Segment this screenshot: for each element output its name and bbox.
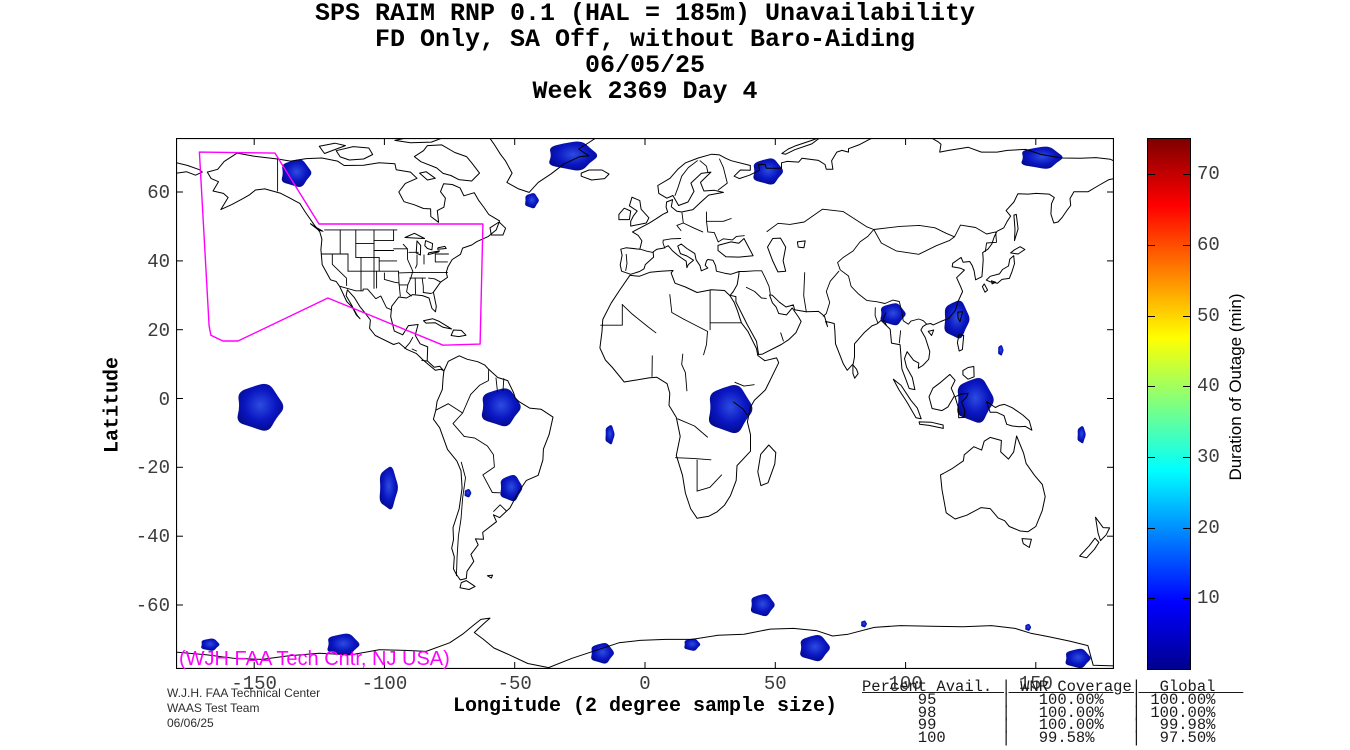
credit-line-1: W.J.H. FAA Technical Center [167,686,321,700]
outage-region-antarctic-atlantic [591,642,614,664]
title-line-3: 06/05/25 [584,51,706,80]
credit-block: W.J.H. FAA Technical Center WAAS Test Te… [167,686,320,731]
colorbar-tick-mark [1148,386,1155,387]
colorbar-tick-mark [1148,457,1155,458]
x-tick-label: 100 [888,673,923,695]
colorbar-tick-mark [1183,245,1190,246]
outage-region-pacific-equatorial [237,383,284,431]
availability-table: Percent Avail. | WNR Coverage| Global 95… [862,678,1244,748]
outage-region-greenland-east [549,141,598,171]
x-tick-label: -50 [497,673,532,695]
outage-region-africa-east [708,384,753,434]
outage-region-argentina-dot [464,489,472,498]
colorbar-tick-label: 60 [1197,234,1220,256]
colorbar-tick-label: 20 [1197,517,1220,539]
title-line-1: SPS RAIM RNP 0.1 (HAL = 185m) Unavailabi… [314,0,976,28]
y-tick-label: 40 [147,250,170,273]
outage-region-greenland-south [525,193,539,209]
y-tick-label: 60 [147,182,170,205]
x-tick-label: -150 [231,673,277,695]
coastlines [176,138,1114,669]
country-state-borders [277,158,997,577]
outage-region-yukon-alaska [281,159,312,187]
map-plot-area: (WJH FAA Tech Cntr, NJ USA) [176,138,1114,670]
outage-region-siberia-northeast [1021,146,1063,169]
colorbar-tick-mark [1183,598,1190,599]
waas-coverage-boundary [198,151,484,346]
outage-region-vanuatu-dot [1077,426,1086,444]
outage-region-bangladesh-assam [880,303,906,326]
x-axis-label: Longitude (2 degree sample size) [452,695,838,718]
colorbar-tick-mark [1183,386,1190,387]
credit-line-2: WAAS Test Team [167,701,260,715]
colorbar-tick-mark [1183,528,1190,529]
title-line-4: Week 2369 Day 4 [532,77,758,106]
world-map [176,138,1114,669]
outage-region-antarctic-dot-2 [1025,623,1032,631]
colorbar-tick-label: 10 [1197,587,1220,609]
availability-table-header: Percent Avail. | WNR Coverage| Global [862,678,1244,696]
colorbar-tick-label: 30 [1197,446,1220,468]
outage-region-antarctic-maud [684,638,701,651]
y-tick-label: 20 [147,319,170,342]
x-tick-label: 50 [763,673,787,695]
colorbar-tick-mark [1148,598,1155,599]
outage-region-antarctic-dot-1 [861,620,867,628]
outage-region-antarctic-pacific-1 [201,638,220,651]
outage-region-pacific-southeast [379,466,398,510]
y-tick-label: 0 [158,388,170,411]
outage-region-indonesia-east [957,377,994,423]
plot-frame [176,138,1114,669]
y-tick-label: -20 [135,457,170,480]
colorbar-tick-mark [1148,316,1155,317]
outage-region-brazil-north [481,388,521,427]
x-tick-label: 150 [1018,673,1053,695]
colorbar-tick-mark [1148,174,1155,175]
outage-region-brazil-south [500,475,523,502]
title-line-2: FD Only, SA Off, without Baro-Aiding [374,25,916,54]
credit-line-3: 06/06/25 [167,716,214,730]
chart-title: SPS RAIM RNP 0.1 (HAL = 185m) Unavailabi… [176,1,1114,105]
axis-tick-marks [176,138,1114,669]
outage-region-indian-ocean-south [750,594,775,617]
outage-region-china-southeast [944,300,970,339]
colorbar-tick-mark [1148,245,1155,246]
x-tick-label: -100 [361,673,408,695]
y-tick-label: -60 [135,594,170,617]
y-tick-label: -40 [135,526,170,549]
colorbar-tick-mark [1183,457,1190,458]
outage-region-philippine-sea-dot [998,345,1004,356]
colorbar-tick-label: 50 [1197,305,1220,327]
colorbar-tick-mark [1183,174,1190,175]
colorbar [1147,138,1191,670]
colorbar-tick-label: 40 [1197,375,1220,397]
outage-region-atlantic-south-dot [605,425,615,445]
outage-region-antarctic-ross [1065,648,1091,669]
colorbar-label: Duration of Outage (min) [1226,293,1245,481]
colorbar-tick-label: 70 [1197,163,1220,185]
colorbar-tick-mark [1148,528,1155,529]
x-tick-label: 0 [639,673,651,695]
map-annotation: (WJH FAA Tech Cntr, NJ USA) [179,648,450,670]
outage-region-antarctic-pacific-2 [327,633,360,656]
colorbar-tick-mark [1183,316,1190,317]
outage-region-antarctic-indian [800,635,830,662]
